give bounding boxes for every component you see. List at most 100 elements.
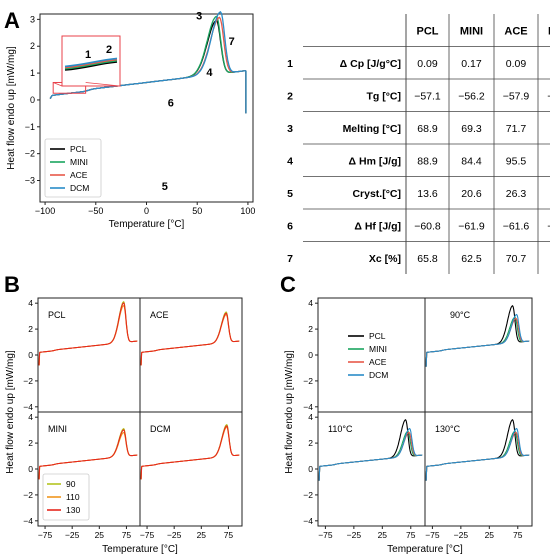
panel-a-ytick-label: −3 (25, 176, 35, 186)
panel-c-heating-line (426, 317, 530, 353)
panel-b-start-line (140, 352, 143, 366)
table-cell: −60.8 (414, 220, 441, 232)
panel-c-sub-ytick-label: 0 (308, 464, 313, 474)
panel-b-sub-xtick-label: −25 (65, 530, 80, 540)
panel-b-heating-line (39, 302, 138, 353)
panel-a-xtick-label: −50 (88, 206, 103, 216)
panel-c-sub-ytick-label: 2 (308, 438, 313, 448)
panel-a-xlabel: Temperature [°C] (109, 219, 185, 230)
panel-c-subplot-label: 130°C (435, 424, 461, 434)
panel-c-sub-ytick-label: −4 (303, 516, 313, 526)
panel-b-sub-xtick-label: −25 (167, 530, 182, 540)
panel-b-sub-ytick-label: −4 (23, 402, 33, 412)
panel-b-sub-xtick-label: −75 (38, 530, 53, 540)
panel-b-heating-line (141, 425, 240, 467)
panel-c-sub-ytick-label: −2 (303, 376, 313, 386)
panel-b-heating-line (39, 431, 138, 467)
panel-b-legend-frame (42, 473, 90, 521)
table-cell: 2 (287, 90, 293, 102)
table-cell: 0.09 (506, 58, 527, 70)
panel-c-heating-line (426, 313, 530, 353)
panel-a-inset-line (64, 60, 118, 70)
panel-a-annotation: 7 (229, 36, 235, 48)
panel-a-xtick-label: 0 (144, 206, 149, 216)
panel-c-legend-label: DCM (369, 370, 388, 380)
panel-a-ytick-label: 2 (30, 41, 35, 51)
panel-a-heating-line (52, 11, 247, 96)
panel-a-legend-label: PCL (70, 144, 87, 154)
panel-b-sub-ytick-label: 2 (28, 438, 33, 448)
panel-a-inset-line (64, 61, 118, 71)
panel-b-chart: −4 −2 0 2 4 PCL ACE −75 −25 25 75 −4 −2 0 2 4 MINI −75 −25… (5, 297, 243, 554)
panel-c-sub-xtick-label: −25 (454, 530, 469, 540)
table-cell: Tg [°C] (366, 90, 401, 102)
panel-a-ytick-label: 3 (30, 14, 35, 24)
table-cell: −61.6 (503, 220, 530, 232)
panel-a-inset-connector (85, 82, 121, 87)
table-cell: 84.4 (461, 155, 482, 167)
table-header-cell: MINI (460, 25, 483, 37)
panel-a-ytick-label: −2 (25, 149, 35, 159)
panel-c-heating-line (426, 427, 530, 467)
panel-a-annotation: 4 (206, 67, 213, 79)
table-cell: −57.9 (503, 90, 530, 102)
panel-a-ytick-label: 1 (30, 68, 35, 78)
panel-a-annotation: 6 (168, 98, 174, 110)
panel-a-annotation: 2 (106, 44, 112, 56)
panel-a-xtick-label: 100 (240, 206, 255, 216)
table-cell: 88.9 (417, 155, 438, 167)
panel-b-sub-xtick-label: 75 (122, 530, 132, 540)
panel-a-letter: A (4, 8, 20, 33)
panel-c-legend-label: ACE (369, 357, 387, 367)
panel-b-subplot-label: PCL (48, 310, 66, 320)
panel-a-annotation: 5 (162, 181, 168, 193)
panel-a-xtick-label: −100 (35, 206, 55, 216)
panel-a-chart: −100 −50 0 50 100 −3 −2 −1 0 1 2 3 Temperature [°C] H… (6, 10, 255, 230)
panel-c-heating-line (426, 430, 530, 467)
table-cell: 5 (287, 188, 293, 200)
panel-c-sub-xtick-label: 25 (378, 530, 388, 540)
panel-b-legend-label: 130 (66, 505, 80, 515)
panel-c-start-line (425, 352, 428, 367)
panel-b-subplot-label: DCM (150, 424, 171, 434)
panel-c-legend-label: PCL (369, 331, 386, 341)
table-cell: 3 (287, 123, 293, 135)
panel-a-legend-label: MINI (70, 157, 88, 167)
panel-b-sub-ytick-label: −2 (23, 490, 33, 500)
table-cell: Δ Cp [J/g°C] (340, 58, 401, 70)
panel-a-legend-label: DCM (70, 183, 89, 193)
panel-c-start-line (425, 466, 428, 481)
panel-b-sub-ytick-label: 0 (28, 350, 33, 360)
panel-c-sub-xtick-label: −75 (425, 530, 440, 540)
panel-a-ylabel: Heat flow endo up [mW/mg] (6, 46, 17, 170)
panel-c-subplot-label: 90°C (450, 310, 471, 320)
panel-a-xtick-label: 50 (192, 206, 202, 216)
panel-b-start-line (140, 466, 143, 480)
table-cell: Δ Hf [J/g] (354, 220, 401, 232)
table-cell: −61.9 (458, 220, 485, 232)
panel-c-sub-xtick-label: 25 (485, 530, 495, 540)
table-header-cell: DCM (548, 25, 550, 37)
panel-a-legend-label: ACE (70, 170, 88, 180)
panel-a-start-line (49, 94, 53, 99)
panel-b-sub-ytick-label: 4 (28, 412, 33, 422)
table-cell: 68.9 (417, 123, 438, 135)
table-cell: Cryst.[°C] (352, 188, 401, 200)
table-cell: 69.3 (461, 123, 482, 135)
table-cell: 26.3 (506, 188, 527, 200)
table-header-cell: ACE (504, 25, 527, 37)
table-cell: 70.7 (506, 253, 527, 265)
table-cell: Xc [%] (369, 253, 401, 265)
panel-b-legend-label: 90 (66, 479, 76, 489)
table-cell: Melting [°C] (343, 123, 401, 135)
table-cell: 6 (287, 220, 293, 232)
panel-c-sub-frame (317, 297, 426, 413)
panel-c-sub-ytick-label: −2 (303, 490, 313, 500)
panel-c-sub-ytick-label: 4 (308, 412, 313, 422)
panel-b-heating-line (39, 429, 138, 467)
panel-c-start-line (318, 466, 321, 481)
panel-b-start-line (38, 352, 41, 366)
panel-c-sub-ytick-label: 0 (308, 350, 313, 360)
panel-c-legend-label: MINI (369, 344, 387, 354)
